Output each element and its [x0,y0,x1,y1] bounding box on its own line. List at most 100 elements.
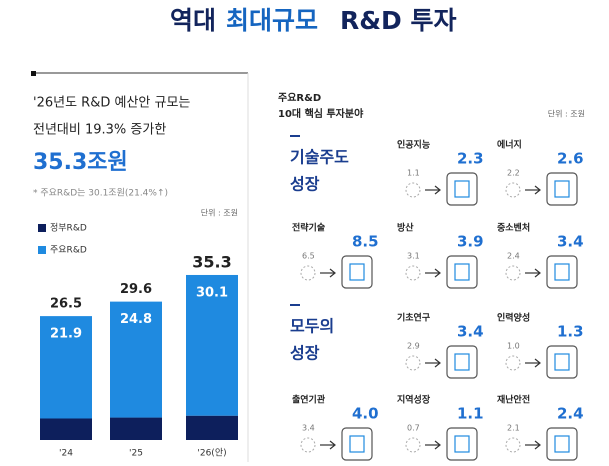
icon-accent [349,435,365,453]
item-after: 3.9 [457,233,484,251]
legend-label: 주요R&D [50,245,87,256]
icon-dots [505,437,521,453]
item-before: 2.2 [507,169,520,178]
icon-accent [554,263,570,281]
icon [341,255,373,289]
summary-note: * 주요R&D는 30.1조원(21.4%↑) [33,188,168,199]
icon-accent [554,180,570,198]
value-label: 21.9 [50,327,82,342]
item-name: 인공지능 [397,139,430,151]
section-heading: 주요R&D [278,92,321,104]
icon-accent [454,180,470,198]
item-name: 기초연구 [397,312,430,324]
item-name: 지역성장 [397,394,431,406]
total-label: 26.5 [50,297,82,312]
bar-segment [110,301,162,418]
item-after: 1.3 [557,323,584,341]
group-label: 모두의 [290,317,334,336]
arrow-head [434,358,441,368]
arrow-head [534,268,541,278]
icon [546,345,578,379]
item-after: 3.4 [557,233,584,251]
arrow-head [329,440,336,450]
item-after: 4.0 [352,405,379,423]
icon-accent [454,435,470,453]
item-name: 에너지 [497,139,522,151]
icon-dots [505,265,521,281]
item-after: 8.5 [352,233,379,251]
unit: 단위 : 조원 [548,109,585,119]
unit: 단위 : 조원 [201,208,238,218]
value-label: 30.1 [196,285,228,300]
icon-dots [405,182,421,198]
arrow-head [434,185,441,195]
icon-accent [349,263,365,281]
icon [446,255,478,289]
arrow-head [329,268,336,278]
icon [546,427,578,461]
icon [446,345,478,379]
arrow-head [534,440,541,450]
item-before: 3.1 [407,252,420,261]
group-label: 성장 [290,175,320,194]
icon-dots [300,437,316,453]
legend-swatch [38,224,46,232]
item-name: 중소벤처 [497,222,530,234]
item-before: 6.5 [302,252,315,261]
icon-dots [300,265,316,281]
icon-accent [454,353,470,371]
item-name: 출연기관 [292,394,326,406]
icon [446,172,478,206]
item-name: 인력양성 [497,312,530,324]
total-label: 35.3 [192,252,231,271]
icon-dots [505,355,521,371]
bar-segment [110,417,162,440]
icon-dots [405,437,421,453]
title-part: R&D 투자 [340,6,457,35]
bar-segment [40,418,92,440]
x-tick-label: '24 [59,449,73,459]
icon-accent [554,353,570,371]
summary-line: 전년대비 19.3% 증가한 [33,123,166,138]
item-after: 2.6 [557,150,584,168]
bar-segment [186,415,238,440]
legend-label: 정부R&D [50,223,87,234]
item-after: 2.4 [557,405,584,423]
group-label: 기술주도 [290,148,349,167]
item-before: 1.1 [407,169,420,178]
arrow-head [534,358,541,368]
item-before: 2.1 [507,424,520,433]
arrow-head [434,440,441,450]
title-highlight: 최대규모 [226,6,318,35]
legend-swatch [38,246,46,254]
section-heading: 10대 핵심 투자분야 [278,107,364,120]
value-label: 24.8 [120,312,152,327]
item-after: 2.3 [457,150,484,168]
item-name: 재난안전 [497,394,530,406]
item-before: 2.4 [507,252,520,261]
item-before: 3.4 [302,424,315,433]
x-tick-label: '26(안) [197,448,226,459]
x-tick-label: '25 [129,449,143,459]
item-before: 0.7 [407,424,420,433]
item-name: 방산 [397,222,414,234]
icon-dots [405,265,421,281]
icon [341,427,373,461]
item-after: 3.4 [457,323,484,341]
icon [446,427,478,461]
title-part: 역대 [170,6,216,35]
total-label: 29.6 [120,282,152,297]
item-before: 1.0 [507,342,520,351]
summary-amount: 35.3조원 [33,150,128,175]
arrow-head [534,185,541,195]
bullet [31,71,36,76]
bar-segment [40,316,92,419]
group-label: 성장 [290,344,320,363]
icon-dots [505,182,521,198]
arrow-head [434,268,441,278]
item-before: 2.9 [407,342,420,351]
item-name: 전략기술 [292,222,325,234]
bar-segment [186,274,238,416]
